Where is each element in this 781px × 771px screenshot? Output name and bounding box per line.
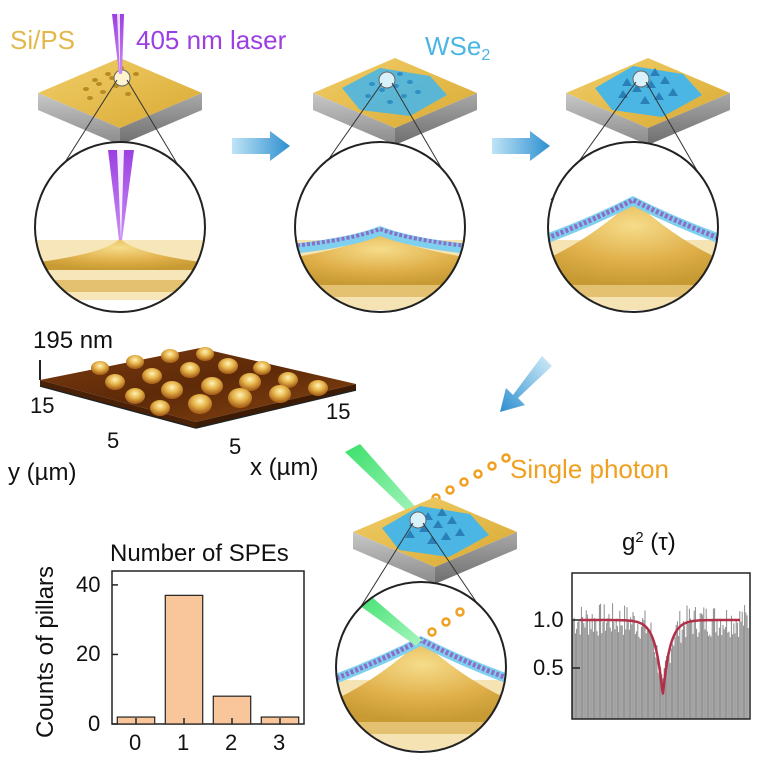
bar-chart-y-axis-label: Counts of pillars <box>32 565 59 739</box>
g2-y-tick-0-5: 0.5 <box>533 655 564 680</box>
zoom-circle-3 <box>547 141 719 313</box>
bar-1 <box>164 594 204 725</box>
afm-height-label: 195 nm <box>33 327 114 354</box>
afm-x-axis-label: x (µm) <box>250 454 319 481</box>
bar-x-tick-label: 3 <box>273 730 286 755</box>
green-laser-top <box>345 444 420 518</box>
g2-y-tick-1: 1.0 <box>533 607 564 632</box>
zoom-circle-4 <box>335 581 507 753</box>
process-arrow-2 <box>492 131 550 161</box>
g2-fit-line <box>580 618 740 695</box>
process-arrow-3 <box>500 356 552 412</box>
substrate-chip-4 <box>353 497 517 584</box>
substrate-chip-3 <box>566 58 730 145</box>
bar-x-tick-label: 0 <box>129 730 142 755</box>
g2-chart-title: g2 (τ) <box>622 531 676 555</box>
substrate-chip-1 <box>38 58 202 145</box>
afm-y-axis-label: y (µm) <box>8 459 77 486</box>
single-photon-dots-top <box>431 453 511 503</box>
substrate-chip-2 <box>313 58 477 145</box>
laser-label: 405 nm laser <box>136 25 287 55</box>
bar-x-tick-label: 1 <box>177 730 190 755</box>
material-label: WSe2 <box>425 33 490 63</box>
bar-chart <box>111 570 305 725</box>
single-photon-label: Single photon <box>510 454 670 484</box>
process-arrow-1 <box>232 131 290 161</box>
material-label-text: WSe <box>425 31 482 61</box>
substrate-label: Si/PS <box>10 25 76 55</box>
bar-y-tick-label: 40 <box>76 571 101 597</box>
bar-y-tick-label: 0 <box>88 711 101 736</box>
bar-y-tick-label: 20 <box>76 641 101 667</box>
g2-title-main: g <box>622 529 636 557</box>
laser-beam-top <box>112 14 124 74</box>
zoom-circle-1 <box>34 141 206 313</box>
g2-title-argument: (τ) <box>643 529 676 557</box>
afm-surface <box>39 347 357 429</box>
g2-title-superscript: 2 <box>635 530 644 546</box>
afm-x-tick-5: 5 <box>229 434 242 459</box>
afm-x-tick-15: 15 <box>326 399 351 424</box>
afm-y-tick-15: 15 <box>30 393 55 418</box>
bar-chart-frame <box>111 570 305 725</box>
material-label-subscript: 2 <box>481 45 491 64</box>
g2-chart <box>571 572 751 720</box>
bar-x-tick-label: 2 <box>225 730 238 755</box>
afm-y-tick-5: 5 <box>107 428 120 453</box>
zoom-circle-2 <box>294 141 466 313</box>
bar-chart-title: Number of SPEs <box>110 540 289 567</box>
g2-chart-frame <box>571 572 751 720</box>
